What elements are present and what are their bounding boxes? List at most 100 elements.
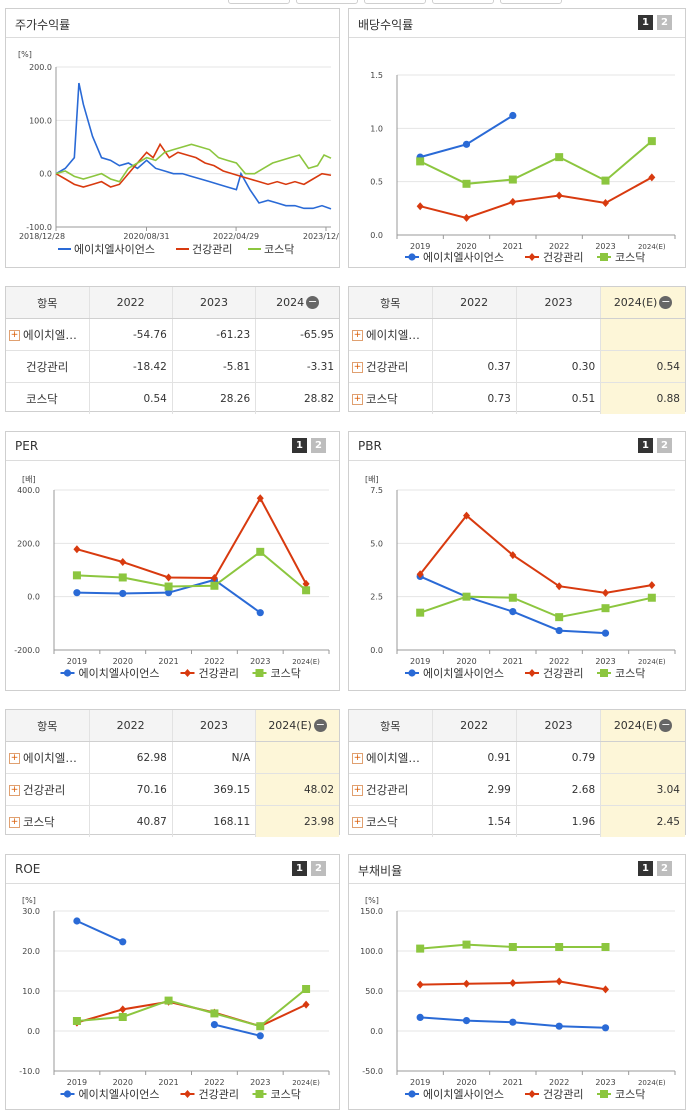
expand-icon[interactable]: + (9, 784, 20, 796)
header-2022: 2022 (432, 287, 517, 319)
y-axis-unit: [배] (365, 475, 379, 484)
x-tick-label: 2019 (67, 657, 87, 666)
top-tab-stub[interactable] (228, 0, 290, 4)
x-tick-label: 2018/12/28 (19, 232, 65, 241)
legend-label: 건강관리 (199, 1088, 239, 1101)
y-tick-label: 0.0 (370, 646, 383, 655)
top-tab-stub[interactable] (364, 0, 426, 4)
top-tab-stub[interactable] (500, 0, 562, 4)
pbr-chart: [배] 7.5 5.0 2.5 0.0 2019 2020 2021 2022 2023 2024(… (365, 475, 676, 680)
top-tab-stub[interactable] (432, 0, 494, 4)
data-point (528, 1090, 536, 1098)
expand-icon[interactable]: + (9, 329, 20, 341)
x-tick-label: 2024(E) (638, 243, 666, 251)
table-cell: -3.31 (255, 350, 339, 383)
page-2-button[interactable]: 2 (657, 438, 672, 453)
table-row: + 코스닥 1.54 1.96 2.45 (349, 805, 685, 837)
collapse-icon[interactable]: − (659, 295, 673, 310)
legend-label: 에이치엘사이언스 (423, 667, 504, 680)
page-1-button[interactable]: 1 (292, 438, 307, 453)
table-cell: -5.81 (172, 350, 257, 383)
data-point (63, 669, 72, 677)
row-name[interactable]: + 건강관리 (349, 350, 433, 383)
expand-icon[interactable]: + (9, 816, 20, 828)
data-point (256, 1022, 265, 1031)
pbr-table: 항목 2022 2023 2024(E) − + 에이치엘… 0.91 0.79 +… (348, 709, 686, 837)
series-line (55, 143, 332, 183)
expand-icon[interactable]: + (352, 361, 363, 373)
header-item: 항목 (349, 287, 433, 319)
panel-title: 배당수익률 (358, 18, 414, 32)
row-name[interactable]: + 코스닥 (6, 805, 90, 837)
table-row: + 건강관리 0.37 0.30 0.54 (349, 350, 685, 383)
expand-icon[interactable]: + (352, 784, 363, 796)
legend-label: 건강관리 (543, 667, 583, 680)
page-1-button[interactable]: 1 (638, 15, 653, 30)
row-label: 코스닥 (23, 814, 55, 829)
table-cell: 2.68 (516, 773, 602, 806)
expand-icon[interactable]: + (352, 816, 363, 828)
y-tick-label: 0.0 (39, 170, 52, 179)
row-name[interactable]: + 건강관리 (6, 773, 90, 806)
expand-icon[interactable]: + (352, 393, 363, 405)
data-point (600, 253, 608, 261)
page-2-button[interactable]: 2 (657, 15, 672, 30)
data-point (508, 175, 517, 184)
collapse-icon[interactable]: − (313, 718, 327, 733)
table-cell (255, 741, 339, 774)
data-point (164, 996, 173, 1005)
row-name[interactable]: + 에이치엘… (349, 318, 433, 351)
y-tick-label: 2.5 (370, 593, 383, 602)
row-label: 에이치엘… (23, 327, 77, 342)
data-point (648, 581, 656, 590)
collapse-icon[interactable]: − (306, 295, 320, 310)
expand-icon[interactable]: + (352, 752, 363, 764)
expand-icon[interactable]: + (352, 329, 363, 341)
page-1-button[interactable]: 1 (638, 861, 653, 876)
data-point (63, 1090, 72, 1098)
page-2-button[interactable]: 2 (311, 438, 326, 453)
x-tick-label: 2019 (67, 1078, 87, 1087)
row-name[interactable]: + 코스닥 (349, 805, 433, 837)
x-tick-label: 2022 (549, 657, 569, 666)
series-line (76, 920, 124, 943)
data-point (509, 111, 517, 120)
data-point (256, 494, 264, 503)
data-point (647, 593, 656, 602)
row-name[interactable]: + 건강관리 (349, 773, 433, 806)
data-point (164, 582, 173, 591)
data-point (302, 1000, 310, 1009)
page-2-button[interactable]: 2 (311, 861, 326, 876)
row-name[interactable]: + 에이치엘… (349, 741, 433, 774)
page-2-button[interactable]: 2 (657, 861, 672, 876)
data-point (463, 213, 470, 222)
page-1-button[interactable]: 1 (638, 438, 653, 453)
y-tick-label: -200.0 (14, 646, 40, 655)
data-point (463, 979, 470, 988)
collapse-icon[interactable]: − (659, 718, 673, 733)
row-name[interactable]: + 에이치엘… (6, 318, 90, 351)
table-row: + 코스닥 0.73 0.51 0.88 (349, 382, 685, 414)
x-tick-label: 2022/04/29 (213, 232, 259, 241)
row-name[interactable]: + 에이치엘… (6, 741, 90, 774)
page-1-button[interactable]: 1 (292, 861, 307, 876)
data-point (601, 629, 610, 637)
table-cell: 3.04 (600, 773, 685, 806)
row-label: 코스닥 (366, 391, 398, 406)
legend-label: 코스닥 (271, 1088, 301, 1101)
table-cell: 2.45 (600, 805, 685, 837)
series-line (214, 1023, 261, 1037)
y-axis-unit: [배] (22, 475, 36, 484)
expand-icon[interactable]: + (9, 752, 20, 764)
row-name[interactable]: + 코스닥 (349, 382, 433, 414)
legend-label: 에이치엘사이언스 (79, 667, 160, 680)
header-2022: 2022 (89, 287, 173, 319)
panel-header: PBR 1 2 (349, 432, 685, 461)
legend-label: 에이치엘사이언스 (423, 1088, 504, 1101)
table-cell: 0.30 (516, 350, 602, 383)
data-point (600, 1090, 608, 1098)
top-tab-stub[interactable] (296, 0, 358, 4)
data-point (509, 1018, 517, 1026)
table-header-row: 항목 2022 2023 2024− (6, 287, 339, 319)
